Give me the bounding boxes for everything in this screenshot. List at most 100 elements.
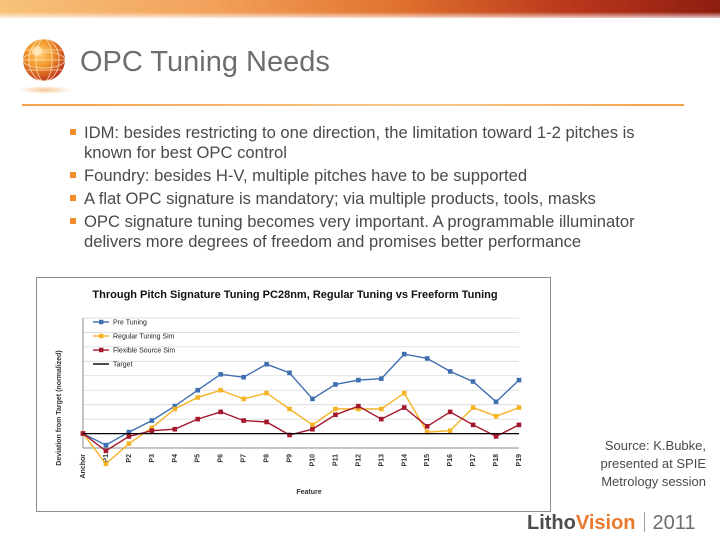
data-point bbox=[310, 426, 315, 432]
data-point bbox=[356, 403, 361, 409]
series-line bbox=[82, 389, 520, 465]
x-tick-label: P5 bbox=[195, 454, 202, 463]
data-point bbox=[470, 379, 476, 384]
data-point bbox=[493, 399, 499, 405]
bullet-text: Foundry: besides H-V, multiple pitches h… bbox=[84, 166, 528, 185]
chart-title: Through Pitch Signature Tuning PC28nm, R… bbox=[92, 289, 497, 301]
x-tick-label: P16 bbox=[447, 454, 454, 467]
legend-label: Pre Tuning bbox=[113, 320, 147, 327]
x-tick-label: P9 bbox=[287, 454, 294, 463]
data-point bbox=[379, 416, 384, 422]
data-point bbox=[241, 418, 246, 423]
series-line bbox=[82, 405, 520, 452]
data-point bbox=[424, 356, 430, 361]
legend-swatch-marker bbox=[99, 319, 104, 325]
x-tick-label: P4 bbox=[172, 454, 179, 463]
slide-title: OPC Tuning Needs bbox=[80, 46, 330, 78]
data-point bbox=[218, 387, 223, 393]
data-point bbox=[379, 406, 384, 412]
data-point bbox=[195, 416, 201, 422]
series-line bbox=[82, 353, 520, 446]
data-point bbox=[516, 405, 522, 410]
data-point bbox=[447, 428, 453, 433]
data-point bbox=[379, 376, 384, 381]
data-point bbox=[103, 461, 109, 467]
data-point bbox=[333, 406, 338, 412]
data-point bbox=[424, 429, 430, 435]
source-line: Metrology session bbox=[601, 474, 706, 489]
source-line: Source: K.Bubke, bbox=[604, 438, 706, 453]
brand-name-part1: Litho bbox=[527, 512, 576, 534]
data-point bbox=[516, 377, 522, 383]
brand-logo: LithoVision 2011 bbox=[527, 510, 696, 536]
x-tick-label: P3 bbox=[149, 454, 156, 463]
brand-year: 2011 bbox=[652, 512, 696, 534]
x-tick-label: P1 bbox=[103, 454, 110, 463]
brand-divider bbox=[643, 512, 645, 532]
data-point bbox=[126, 441, 132, 446]
bullet-item: Foundry: besides H-V, multiple pitches h… bbox=[70, 166, 680, 186]
x-tick-label: P12 bbox=[355, 454, 362, 467]
data-point bbox=[287, 406, 292, 412]
data-point bbox=[218, 372, 223, 377]
data-point bbox=[172, 403, 178, 409]
bullet-marker bbox=[70, 129, 76, 135]
data-point bbox=[447, 409, 453, 415]
top-decorative-band bbox=[0, 0, 720, 20]
bullet-item: IDM: besides restricting to one directio… bbox=[70, 123, 680, 163]
bullet-text: OPC signature tuning becomes very import… bbox=[84, 212, 635, 251]
data-point bbox=[333, 412, 338, 418]
data-point bbox=[401, 405, 407, 410]
x-tick-label: P6 bbox=[218, 454, 225, 463]
data-point bbox=[218, 409, 223, 415]
data-point bbox=[195, 395, 201, 400]
bullet-text: IDM: besides restricting to one directio… bbox=[84, 123, 635, 162]
x-tick-label: P14 bbox=[401, 454, 408, 467]
data-point bbox=[241, 396, 246, 402]
legend-label: Target bbox=[113, 362, 133, 369]
data-point bbox=[149, 425, 155, 431]
bullet-marker bbox=[70, 172, 76, 178]
x-tick-label: P8 bbox=[264, 454, 271, 463]
x-tick-label: P13 bbox=[378, 454, 385, 467]
data-point bbox=[149, 418, 155, 423]
data-point bbox=[401, 390, 407, 396]
data-point bbox=[241, 374, 246, 380]
chart-container: Through Pitch Signature Tuning PC28nm, R… bbox=[36, 277, 551, 512]
data-point bbox=[470, 422, 476, 428]
bullet-text: A flat OPC signature is mandatory; via m… bbox=[84, 189, 596, 208]
data-point bbox=[264, 390, 269, 396]
x-tick-label: Anchor bbox=[80, 454, 87, 479]
x-tick-label: P18 bbox=[493, 454, 500, 467]
x-tick-label: P10 bbox=[309, 454, 316, 467]
x-tick-label: P7 bbox=[241, 454, 248, 463]
data-point bbox=[310, 422, 315, 428]
x-tick-label: P15 bbox=[424, 454, 431, 467]
x-tick-label: P19 bbox=[516, 454, 523, 467]
y-axis-label: Deviation from Target (normalized) bbox=[56, 350, 63, 465]
data-point bbox=[172, 406, 178, 412]
data-point bbox=[172, 426, 178, 432]
x-tick-label: P2 bbox=[126, 454, 133, 463]
data-point bbox=[103, 448, 109, 454]
data-point bbox=[401, 351, 407, 357]
data-point bbox=[356, 406, 361, 412]
data-point bbox=[356, 377, 361, 383]
legend-swatch-marker bbox=[99, 333, 104, 339]
legend-label: Regular Tuning Sim bbox=[113, 334, 175, 341]
data-point bbox=[470, 405, 476, 410]
bullet-item: A flat OPC signature is mandatory; via m… bbox=[70, 189, 680, 209]
x-tick-label: P17 bbox=[470, 454, 477, 467]
data-point bbox=[287, 432, 292, 438]
data-point bbox=[447, 369, 453, 374]
data-point bbox=[310, 396, 315, 402]
data-point bbox=[493, 434, 499, 439]
data-point bbox=[424, 424, 430, 429]
x-axis-label: Feature bbox=[296, 489, 321, 496]
source-note: Source: K.Bubke, presented at SPIE Metro… bbox=[576, 437, 706, 491]
data-point bbox=[516, 422, 522, 428]
legend-label: Flexible Source Sim bbox=[113, 348, 175, 355]
data-point bbox=[195, 387, 201, 393]
logo-shadow bbox=[18, 86, 72, 94]
bullet-item: OPC signature tuning becomes very import… bbox=[70, 212, 680, 252]
